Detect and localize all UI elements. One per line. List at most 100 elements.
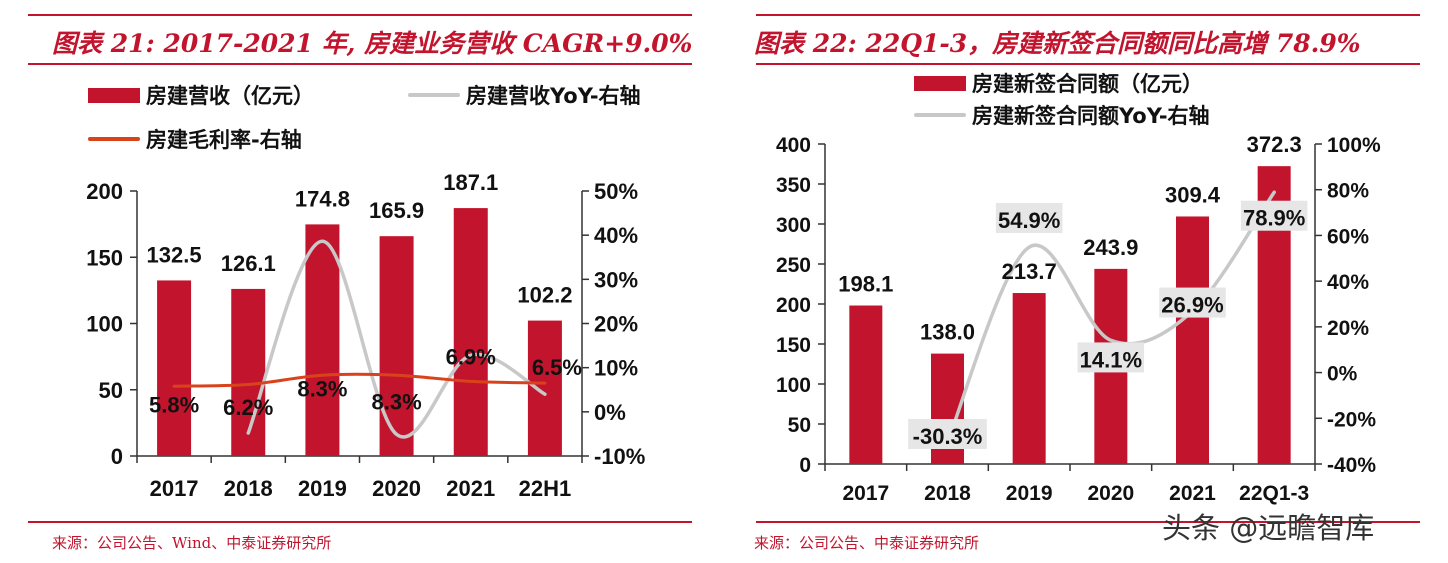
legend-item-bar: 房建新签合同额（亿元） bbox=[914, 68, 1203, 98]
x-tick-label: 2018 bbox=[924, 482, 971, 505]
y-left-tick-label: 250 bbox=[776, 254, 811, 277]
data-label-box bbox=[1240, 200, 1308, 231]
source-rule bbox=[756, 521, 1420, 523]
data-label-box bbox=[908, 419, 987, 449]
x-tick-label: 22Q1-3 bbox=[1239, 482, 1309, 505]
legend-bar-swatch bbox=[914, 75, 966, 91]
y-left-tick-label: 0 bbox=[799, 454, 811, 477]
x-tick-label: 2018 bbox=[224, 476, 273, 501]
y-left-tick-label: 300 bbox=[776, 214, 811, 237]
line-data-label: 8.3% bbox=[372, 390, 422, 415]
bar bbox=[379, 236, 414, 456]
y-right-tick-label: 20% bbox=[594, 312, 638, 337]
bar bbox=[157, 280, 192, 456]
y-left-tick-label: 150 bbox=[776, 334, 811, 357]
y-right-tick-label: 40% bbox=[594, 223, 638, 248]
legend-bar-label: 房建营收（亿元） bbox=[146, 84, 314, 108]
line-data-label: 78.9% bbox=[1243, 206, 1305, 231]
bar-data-label: 165.9 bbox=[369, 198, 424, 223]
chart-left-svg: 0 50 100 150 200 -10% 0% 10% 20% 30% 40% 50% 2017 201… bbox=[86, 170, 645, 501]
bar-data-label: 213.7 bbox=[1002, 259, 1057, 284]
data-label-box bbox=[995, 203, 1063, 233]
x-tick-label: 2017 bbox=[842, 482, 889, 505]
bar bbox=[453, 208, 488, 456]
y-right-tick-label: 30% bbox=[594, 267, 638, 292]
bar-data-label: 372.3 bbox=[1247, 132, 1302, 157]
line-data-label: 6.5% bbox=[532, 355, 582, 380]
x-tick-label: 2020 bbox=[372, 476, 421, 501]
y-left-tick-label: 0 bbox=[111, 444, 123, 469]
legend-margin-swatch bbox=[88, 137, 140, 141]
y-right-tick-label: 0% bbox=[594, 400, 626, 425]
y-right-tick-label: 10% bbox=[594, 356, 638, 381]
bar-data-label: 138.0 bbox=[920, 320, 975, 345]
y-right-tick-label: 60% bbox=[1327, 225, 1369, 248]
legend-item-bar: 房建营收（亿元） bbox=[88, 80, 314, 110]
y-right-tick-label: 0% bbox=[1327, 363, 1358, 386]
y-left-tick-label: 50 bbox=[788, 414, 811, 437]
yoy-line bbox=[246, 239, 547, 439]
margin-line bbox=[172, 372, 547, 388]
x-tick-label: 2021 bbox=[1169, 482, 1216, 505]
chart-title: 图表 22: 22Q1-3，房建新签合同额同比高增 78.9% bbox=[754, 29, 1361, 58]
y-left-tick-label: 50 bbox=[99, 378, 123, 403]
line-data-label: 14.1% bbox=[1080, 347, 1142, 372]
watermark-text: 头条 @远瞻智库 bbox=[1162, 511, 1375, 545]
line-data-label: 26.9% bbox=[1161, 293, 1223, 318]
y-right-tick-label: 40% bbox=[1327, 271, 1369, 294]
bar bbox=[1012, 293, 1046, 464]
y-right-tick-label: 50% bbox=[594, 179, 638, 204]
line-data-label: 8.3% bbox=[297, 376, 347, 401]
legend-bar-label: 房建新签合同额（亿元） bbox=[972, 72, 1203, 96]
y-right-tick-label: -40% bbox=[1327, 454, 1376, 477]
y-left-tick-label: 350 bbox=[776, 174, 811, 197]
x-tick-label: 2019 bbox=[298, 476, 347, 501]
y-left-tick-label: 100 bbox=[86, 312, 123, 337]
line-data-label: 6.2% bbox=[223, 395, 273, 420]
legend-margin-label: 房建毛利率-右轴 bbox=[146, 128, 302, 152]
title-top-rule bbox=[28, 14, 692, 16]
bar-data-label: 187.1 bbox=[443, 170, 498, 195]
source-rule bbox=[28, 521, 692, 523]
line-data-label: -30.3% bbox=[913, 424, 983, 449]
bar-data-label: 174.8 bbox=[295, 186, 350, 211]
bar bbox=[305, 224, 340, 456]
legend-yoy-swatch bbox=[914, 113, 966, 117]
data-label-box bbox=[1077, 342, 1145, 373]
bar-data-label: 309.4 bbox=[1165, 182, 1221, 207]
y-right-tick-label: 80% bbox=[1327, 180, 1369, 203]
line-data-label: 5.8% bbox=[149, 392, 199, 417]
bar-data-label: 243.9 bbox=[1083, 235, 1138, 260]
legend-item-margin: 房建毛利率-右轴 bbox=[88, 124, 302, 154]
legend-yoy-swatch bbox=[408, 93, 460, 97]
source-note: 来源：公司公告、Wind、中泰证券研究所 bbox=[52, 534, 332, 552]
legend-yoy-label: 房建新签合同额YoY-右轴 bbox=[972, 104, 1210, 128]
legend-bar-swatch bbox=[88, 87, 140, 103]
y-left-tick-label: 100 bbox=[776, 374, 811, 397]
line-data-label: 54.9% bbox=[998, 208, 1060, 233]
y-right-tick-label: -20% bbox=[1327, 408, 1376, 431]
bar bbox=[849, 305, 883, 464]
x-tick-label: 2020 bbox=[1087, 482, 1134, 505]
line-data-label: 6.9% bbox=[446, 345, 496, 370]
y-right-tick-label: -10% bbox=[594, 444, 645, 469]
x-tick-label: 2019 bbox=[1006, 482, 1053, 505]
x-tick-label: 22H1 bbox=[519, 476, 572, 501]
chart-panel-right: 图表 22: 22Q1-3，房建新签合同额同比高增 78.9% 房建新签合同额（… bbox=[728, 0, 1420, 563]
bar-data-label: 126.1 bbox=[221, 251, 276, 276]
x-tick-label: 2017 bbox=[150, 476, 199, 501]
x-tick-label: 2021 bbox=[446, 476, 495, 501]
y-left-tick-label: 200 bbox=[776, 294, 811, 317]
y-right-tick-label: 100% bbox=[1327, 134, 1381, 157]
y-left-tick-label: 400 bbox=[776, 134, 811, 157]
chart-panel-left: 图表 21: 2017-2021 年, 房建业务营收 CAGR+9.0% 房建营… bbox=[0, 0, 693, 563]
source-note: 来源：公司公告、中泰证券研究所 bbox=[754, 534, 980, 552]
yoy-line bbox=[945, 190, 1276, 444]
bar bbox=[527, 320, 562, 456]
chart-title: 图表 21: 2017-2021 年, 房建业务营收 CAGR+9.0% bbox=[52, 29, 693, 58]
title-top-rule bbox=[756, 14, 1420, 16]
chart-right-svg: 0 50 100 150 200 250 300 350 400 -40% -20% 0% 20% 40%… bbox=[776, 132, 1381, 505]
bar-data-label: 132.5 bbox=[147, 242, 202, 267]
data-label-box bbox=[1159, 287, 1226, 318]
bar-data-label: 102.2 bbox=[517, 283, 572, 308]
